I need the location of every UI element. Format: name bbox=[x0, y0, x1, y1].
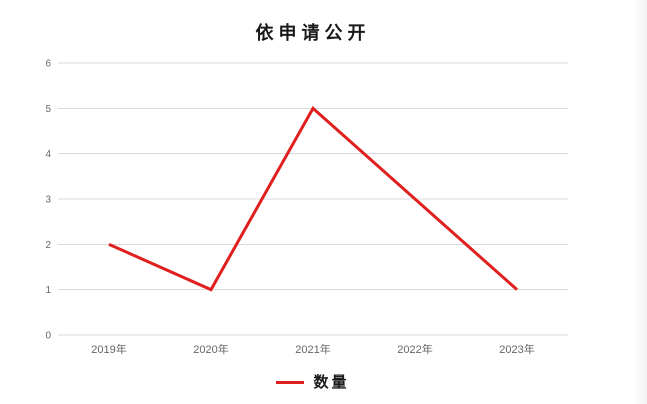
legend-series-label: 数量 bbox=[313, 372, 350, 391]
x-tick-label: 2022年 bbox=[397, 342, 432, 356]
series-line bbox=[108, 105, 518, 292]
x-tick-label: 2019年 bbox=[91, 342, 126, 356]
x-tick-label: 2021年 bbox=[295, 342, 330, 356]
y-tick-label: 1 bbox=[45, 285, 51, 296]
x-tick-label: 2020年 bbox=[193, 342, 228, 356]
y-tick-label: 4 bbox=[45, 149, 51, 160]
y-tick-label: 6 bbox=[45, 59, 51, 70]
y-tick-label: 0 bbox=[45, 331, 51, 342]
chart-legend: 数量 bbox=[0, 373, 626, 391]
y-tick-label: 3 bbox=[45, 195, 51, 206]
chart-title: 依申请公开 bbox=[255, 23, 371, 44]
legend-line-swatch bbox=[276, 380, 305, 384]
x-tick-label: 2023年 bbox=[499, 342, 534, 356]
y-tick-label: 2 bbox=[45, 240, 51, 251]
y-tick-label: 5 bbox=[45, 104, 51, 115]
